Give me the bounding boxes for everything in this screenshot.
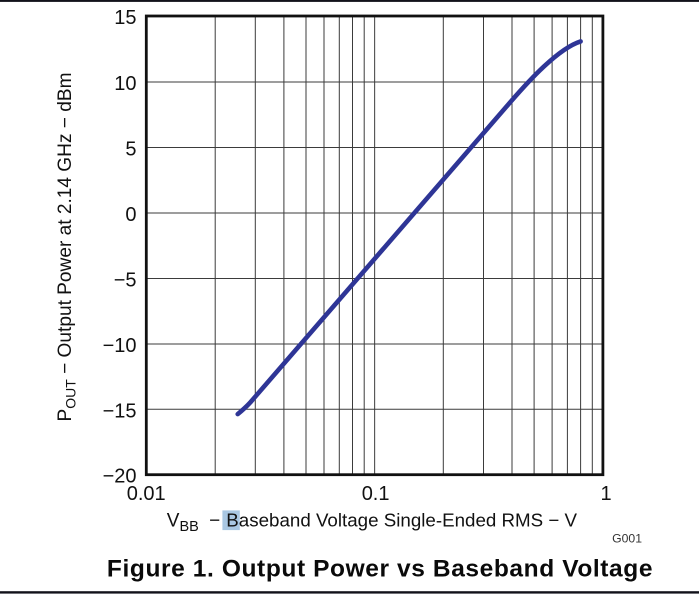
svg-text:POUT − Output Power at 2.14 GH: POUT − Output Power at 2.14 GHz − dBm [55,72,79,421]
svg-text:−5: −5 [114,270,137,292]
svg-text:Baseband Voltage Single-Ended: Baseband Voltage Single-Ended RMS − V [226,510,577,531]
svg-text:1: 1 [600,483,611,505]
svg-text:Figure 1. Output Power vs Base: Figure 1. Output Power vs Baseband Volta… [107,556,653,583]
svg-text:5: 5 [125,139,136,161]
svg-text:0.1: 0.1 [362,483,390,505]
svg-text:−20: −20 [103,466,137,488]
svg-text:15: 15 [114,7,136,29]
svg-text:10: 10 [114,73,136,95]
svg-text:0: 0 [125,204,136,226]
svg-text:VBB −: VBB − [167,511,220,536]
svg-text:G001: G001 [612,532,642,546]
svg-text:0.01: 0.01 [127,483,166,505]
svg-text:−10: −10 [103,335,137,357]
svg-text:−15: −15 [103,400,137,422]
